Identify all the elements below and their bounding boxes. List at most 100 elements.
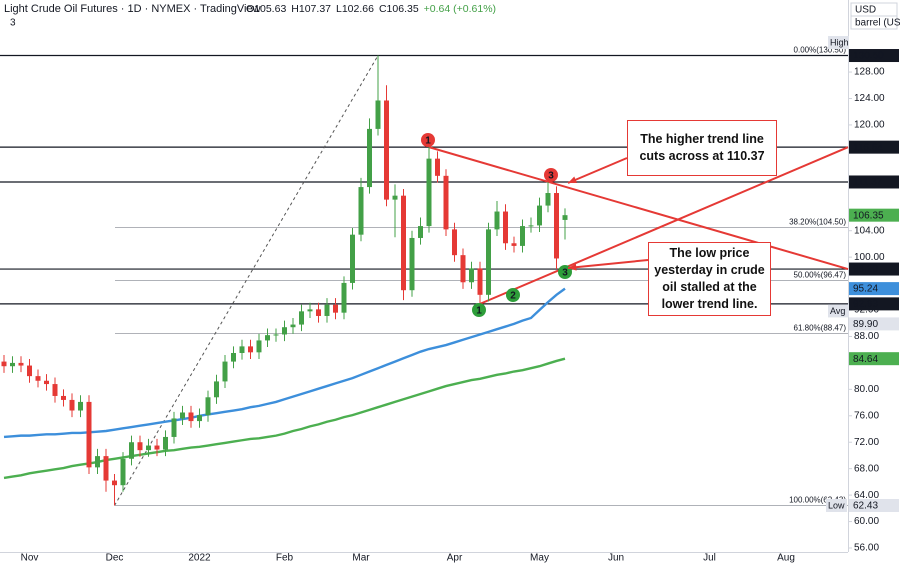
ohlc-value: O105.63 <box>246 3 286 15</box>
price-tag-tag-label: Avg <box>830 306 845 316</box>
candle-body <box>392 195 398 200</box>
currency: USD <box>855 5 876 16</box>
price-tag <box>849 175 899 189</box>
x-tick-label: Nov <box>21 553 39 564</box>
candle-body <box>205 397 211 416</box>
x-tick-label: Jun <box>608 553 624 564</box>
candle-body <box>290 324 296 328</box>
candle-body <box>384 100 389 200</box>
candle-body <box>545 193 551 206</box>
candle-body <box>78 401 83 411</box>
y-tick-label: 88.00 <box>854 331 879 342</box>
price-tag-label: 92.93 <box>853 299 878 310</box>
candle-body <box>443 175 449 230</box>
price-tag-tag <box>828 36 849 50</box>
candle-body <box>120 458 126 486</box>
candle-body <box>350 234 355 283</box>
candle-body <box>418 226 423 238</box>
y-tick-label: 72.00 <box>854 437 879 448</box>
candle-body <box>401 195 406 291</box>
price-tag <box>849 498 899 512</box>
candle-body <box>409 237 415 291</box>
pane-count: 3 <box>10 18 16 29</box>
candle-body <box>307 309 313 312</box>
x-tick-label: Mar <box>352 553 370 564</box>
candle-body <box>265 335 270 341</box>
trend-line <box>428 146 849 271</box>
candle-body <box>248 346 253 353</box>
marker <box>506 288 520 302</box>
candle-body <box>299 311 304 325</box>
y-tick-label: 104.00 <box>854 225 885 236</box>
price-tag-tag-label: Low <box>828 500 845 510</box>
candle-body <box>256 340 262 353</box>
candle-body <box>273 334 279 336</box>
candle-body <box>163 436 168 450</box>
unit-box[interactable] <box>850 15 898 30</box>
price-tag <box>849 282 899 296</box>
candle-body <box>129 442 134 459</box>
y-tick-label: 124.00 <box>854 93 885 104</box>
y-tick-label: 80.00 <box>854 384 879 395</box>
callout: The higher trend line cuts across at 110… <box>627 120 777 176</box>
candle-body <box>86 401 92 468</box>
candle-body <box>435 158 440 176</box>
price-tag-tag-label: High <box>830 37 849 47</box>
candle-body <box>528 225 534 227</box>
ohlc-value: +0.64 (+0.61%) <box>424 3 496 15</box>
candle-body <box>69 399 75 411</box>
candle-body <box>367 128 372 188</box>
candle-body <box>10 362 15 367</box>
ohlc-legend: O105.63 H107.37 L102.66 C106.35 +0.64 (+0.61… <box>246 3 496 15</box>
arrow <box>567 157 628 184</box>
price-tag-tag <box>828 304 849 318</box>
candle-body <box>511 243 517 246</box>
price-tag-label: 62.43 <box>853 501 878 512</box>
candle-body <box>503 211 508 244</box>
unit: barrel (USD) <box>855 18 900 29</box>
marker-label: 2 <box>510 291 516 302</box>
candle-body <box>239 346 245 353</box>
callout: The low price yesterday in crude oil sta… <box>648 242 771 316</box>
price-tag <box>849 49 899 63</box>
arrow <box>567 259 649 269</box>
candle-body <box>324 304 330 316</box>
x-tick-label: Jul <box>703 553 716 564</box>
candle-body <box>537 205 542 226</box>
price-tag-label: 98.20 <box>853 264 878 275</box>
price-tag-tag <box>826 498 847 512</box>
marker <box>544 168 558 182</box>
candle-body <box>333 304 338 313</box>
trend-line <box>479 146 849 305</box>
plot: 56.00 60.00 64.00 68.00 72.00 76.00 80.00 88.00… <box>0 46 899 564</box>
candle-body <box>188 412 194 422</box>
x-tick-label: Aug <box>777 553 795 564</box>
fib-label: 50.00%(96.47) <box>794 271 847 280</box>
y-tick-label: 64.00 <box>854 490 879 501</box>
marker-label: 1 <box>476 306 482 317</box>
moving-average <box>3 287 566 439</box>
candle-body <box>180 412 185 419</box>
price-tag <box>849 262 899 276</box>
candle-body <box>44 380 49 385</box>
candle-body <box>112 480 117 486</box>
arrow-head <box>568 176 577 183</box>
candle-body <box>231 352 236 362</box>
chart-title: Light Crude Oil Futures · 1D · NYMEX · T… <box>4 3 261 15</box>
price-tag <box>849 140 899 154</box>
price-tag <box>849 352 899 366</box>
candle-body <box>486 229 491 295</box>
ohlc-value: H107.37 <box>291 3 331 15</box>
candle-body <box>562 215 568 220</box>
x-tick-label: Dec <box>106 553 124 564</box>
candle-body <box>35 376 41 381</box>
y-tick-label: 120.00 <box>854 120 885 131</box>
price-tag-label: 89.90 <box>853 319 878 330</box>
candle-body <box>52 384 58 396</box>
x-tick-label: Feb <box>276 553 294 564</box>
fib-label: 0.00%(130.50) <box>794 46 847 55</box>
candle-body <box>171 418 177 437</box>
x-tick-label: Apr <box>447 553 463 564</box>
marker-label: 1 <box>425 136 431 147</box>
